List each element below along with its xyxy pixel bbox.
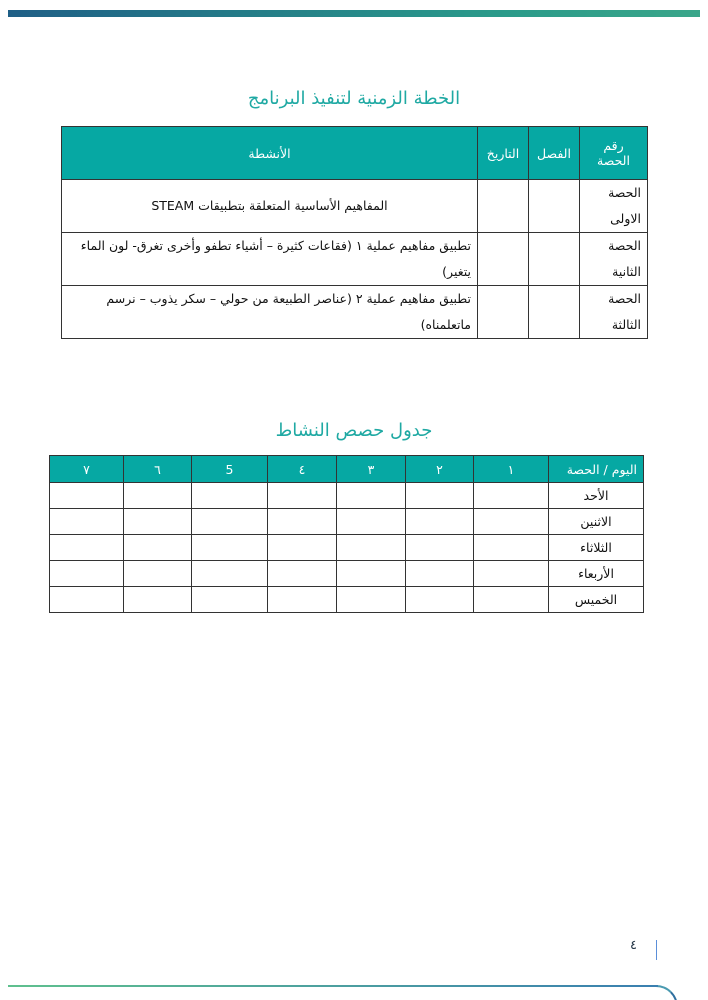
day-cell: الأحد	[548, 482, 644, 509]
period-cell	[191, 482, 268, 509]
period-cell	[405, 534, 474, 561]
period-cell	[267, 586, 337, 613]
header-period-1: ١	[473, 455, 549, 483]
activity-cell: المفاهيم الأساسية المتعلقة بتطبيقات STEA…	[61, 179, 478, 233]
period-cell	[49, 534, 124, 561]
bottom-decorative-curve	[8, 985, 678, 1000]
period-cell	[336, 508, 406, 535]
date-cell	[477, 179, 529, 233]
date-cell	[477, 232, 529, 286]
top-decorative-bar	[8, 10, 700, 17]
page-number: ٤	[630, 938, 637, 953]
period-cell	[473, 482, 549, 509]
period-cell	[123, 586, 192, 613]
period-cell	[123, 560, 192, 587]
period-cell	[405, 508, 474, 535]
table-header-row: اليوم / الحصة ١ ٢ ٣ ٤ 5 ٦ ٧	[49, 455, 644, 483]
session-cell: الحصة الاولى	[579, 179, 648, 233]
period-cell	[123, 508, 192, 535]
table-row: الحصة الثانية تطبيق مفاهيم عملية ١ (فقاع…	[61, 232, 648, 286]
period-cell	[123, 534, 192, 561]
activity-cell: تطبيق مفاهيم عملية ١ (فقاعات كثيرة – أشي…	[61, 232, 478, 286]
schedule-table: اليوم / الحصة ١ ٢ ٣ ٤ 5 ٦ ٧ الأحد الاثنين…	[49, 455, 644, 613]
period-cell	[336, 482, 406, 509]
period-cell	[336, 534, 406, 561]
day-cell: الثلاثاء	[548, 534, 644, 561]
period-cell	[405, 560, 474, 587]
period-cell	[473, 534, 549, 561]
header-period-4: ٤	[267, 455, 337, 483]
day-cell: الاثنين	[548, 508, 644, 535]
date-cell	[477, 285, 529, 339]
header-session: رقم الحصة	[579, 126, 648, 180]
period-cell	[267, 482, 337, 509]
table-row: الخميس	[49, 586, 644, 613]
period-cell	[49, 560, 124, 587]
period-cell	[336, 586, 406, 613]
session-cell: الحصة الثالثة	[579, 285, 648, 339]
header-period-3: ٣	[336, 455, 406, 483]
schedule-title: جدول حصص النشاط	[275, 420, 433, 441]
period-cell	[473, 586, 549, 613]
period-cell	[267, 560, 337, 587]
class-cell	[528, 179, 580, 233]
class-cell	[528, 285, 580, 339]
period-cell	[405, 482, 474, 509]
period-cell	[336, 560, 406, 587]
period-cell	[49, 482, 124, 509]
table-header-row: رقم الحصة الفصل التاريخ الأنشطة	[61, 126, 648, 180]
activity-cell: تطبيق مفاهيم عملية ٢ (عناصر الطبيعة من ح…	[61, 285, 478, 339]
header-class: الفصل	[528, 126, 580, 180]
table-row: الحصة الثالثة تطبيق مفاهيم عملية ٢ (عناص…	[61, 285, 648, 339]
period-cell	[49, 508, 124, 535]
period-cell	[267, 534, 337, 561]
period-cell	[191, 560, 268, 587]
period-cell	[473, 508, 549, 535]
period-cell	[49, 586, 124, 613]
day-cell: الخميس	[548, 586, 644, 613]
bottom-decorative-line	[8, 985, 658, 987]
period-cell	[191, 534, 268, 561]
header-period-5: 5	[191, 455, 268, 483]
header-activities: الأنشطة	[61, 126, 478, 180]
period-cell	[405, 586, 474, 613]
plan-table: رقم الحصة الفصل التاريخ الأنشطة الحصة ال…	[61, 126, 648, 339]
header-period-6: ٦	[123, 455, 192, 483]
plan-title: الخطة الزمنية لتنفيذ البرنامج	[247, 88, 461, 109]
header-date: التاريخ	[477, 126, 529, 180]
period-cell	[473, 560, 549, 587]
day-cell: الأربعاء	[548, 560, 644, 587]
period-cell	[267, 508, 337, 535]
header-period-2: ٢	[405, 455, 474, 483]
table-row: الحصة الاولى المفاهيم الأساسية المتعلقة …	[61, 179, 648, 233]
period-cell	[123, 482, 192, 509]
page-number-divider	[656, 940, 657, 960]
table-row: الأحد	[49, 482, 644, 509]
class-cell	[528, 232, 580, 286]
table-row: الاثنين	[49, 508, 644, 535]
period-cell	[191, 508, 268, 535]
header-period-7: ٧	[49, 455, 124, 483]
table-row: الثلاثاء	[49, 534, 644, 561]
table-row: الأربعاء	[49, 560, 644, 587]
session-cell: الحصة الثانية	[579, 232, 648, 286]
header-day-period: اليوم / الحصة	[548, 455, 644, 483]
period-cell	[191, 586, 268, 613]
